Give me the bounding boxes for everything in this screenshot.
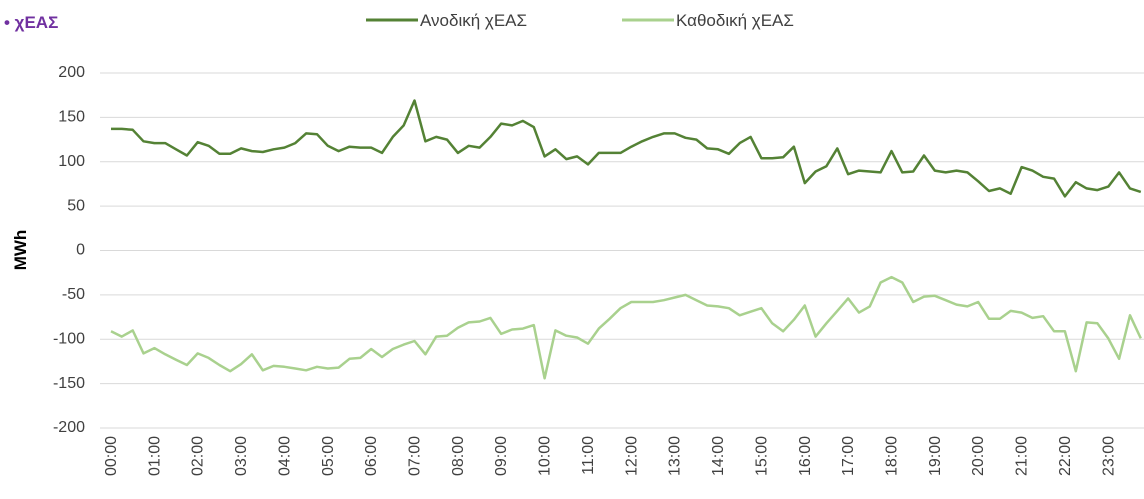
x-tick-label: 15:00	[753, 436, 770, 476]
y-tick-label: -100	[53, 330, 85, 347]
x-tick-label: 02:00	[190, 436, 207, 476]
x-tick-label: 03:00	[233, 436, 250, 476]
x-tick-label: 09:00	[493, 436, 510, 476]
x-tick-label: 08:00	[450, 436, 467, 476]
legend-label: Καθοδική χΕΑΣ	[676, 11, 794, 30]
x-tick-label: 06:00	[363, 436, 380, 476]
x-tick-label: 07:00	[407, 436, 424, 476]
series-line	[111, 99, 1142, 198]
x-tick-label: 01:00	[146, 436, 163, 476]
x-tick-label: 12:00	[623, 436, 640, 476]
y-tick-label: 100	[58, 153, 85, 170]
x-tick-label: 18:00	[883, 436, 900, 476]
x-tick-label: 05:00	[320, 436, 337, 476]
y-tick-label: 50	[67, 197, 85, 214]
x-tick-label: 00:00	[103, 436, 120, 476]
x-tick-label: 04:00	[276, 436, 293, 476]
chart-title: • χΕΑΣ	[4, 13, 58, 32]
x-tick-label: 19:00	[927, 436, 944, 476]
y-tick-label: 150	[58, 109, 85, 126]
x-tick-label: 14:00	[710, 436, 727, 476]
x-tick-label: 21:00	[1014, 436, 1031, 476]
x-tick-label: 22:00	[1057, 436, 1074, 476]
x-tick-label: 20:00	[970, 436, 987, 476]
x-tick-label: 16:00	[797, 436, 814, 476]
x-tick-label: 23:00	[1100, 436, 1117, 476]
y-tick-label: 0	[76, 242, 85, 259]
y-axis-label: MWh	[11, 230, 30, 271]
y-tick-label: -200	[53, 419, 85, 436]
x-tick-label: 13:00	[667, 436, 684, 476]
y-tick-label: 200	[58, 64, 85, 81]
x-tick-label: 10:00	[537, 436, 554, 476]
y-tick-label: -150	[53, 375, 85, 392]
x-tick-label: 17:00	[840, 436, 857, 476]
series-line	[110, 275, 1142, 380]
x-tick-label: 11:00	[580, 436, 597, 475]
y-tick-label: -50	[62, 286, 85, 303]
legend-label: Ανοδική χΕΑΣ	[420, 11, 527, 30]
